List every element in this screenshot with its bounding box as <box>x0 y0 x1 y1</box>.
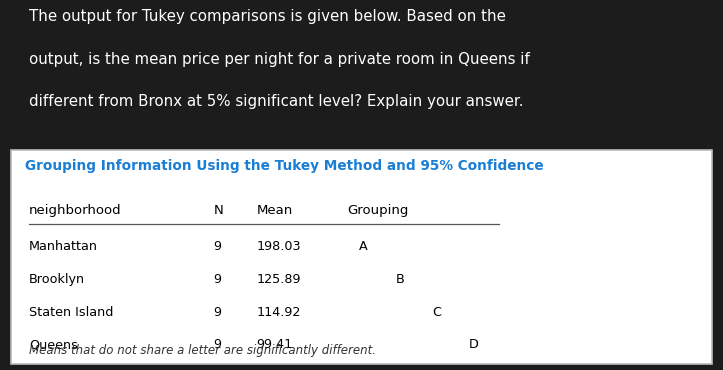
Text: The output for Tukey comparisons is given below. Based on the: The output for Tukey comparisons is give… <box>29 9 506 24</box>
Text: 114.92: 114.92 <box>257 306 301 319</box>
Text: 198.03: 198.03 <box>257 240 301 253</box>
Text: 99.41: 99.41 <box>257 338 293 351</box>
Text: Grouping: Grouping <box>347 204 408 216</box>
Text: 9: 9 <box>213 273 221 286</box>
Text: Means that do not share a letter are significantly different.: Means that do not share a letter are sig… <box>29 344 376 357</box>
Text: N: N <box>213 204 223 216</box>
FancyBboxPatch shape <box>11 150 712 364</box>
Text: Manhattan: Manhattan <box>29 240 98 253</box>
Text: Grouping Information Using the Tukey Method and 95% Confidence: Grouping Information Using the Tukey Met… <box>25 159 544 173</box>
Text: 9: 9 <box>213 338 221 351</box>
Text: output, is the mean price per night for a private room in Queens if: output, is the mean price per night for … <box>29 52 530 67</box>
Text: Brooklyn: Brooklyn <box>29 273 85 286</box>
Text: B: B <box>396 273 405 286</box>
Text: 9: 9 <box>213 240 221 253</box>
Text: Staten Island: Staten Island <box>29 306 114 319</box>
Text: Queens: Queens <box>29 338 78 351</box>
Text: D: D <box>469 338 479 351</box>
Text: A: A <box>359 240 368 253</box>
Text: 9: 9 <box>213 306 221 319</box>
Text: different from Bronx at 5% significant level? Explain your answer.: different from Bronx at 5% significant l… <box>29 94 523 110</box>
Text: 125.89: 125.89 <box>257 273 301 286</box>
Text: C: C <box>432 306 441 319</box>
Text: neighborhood: neighborhood <box>29 204 121 216</box>
Text: Mean: Mean <box>257 204 293 216</box>
